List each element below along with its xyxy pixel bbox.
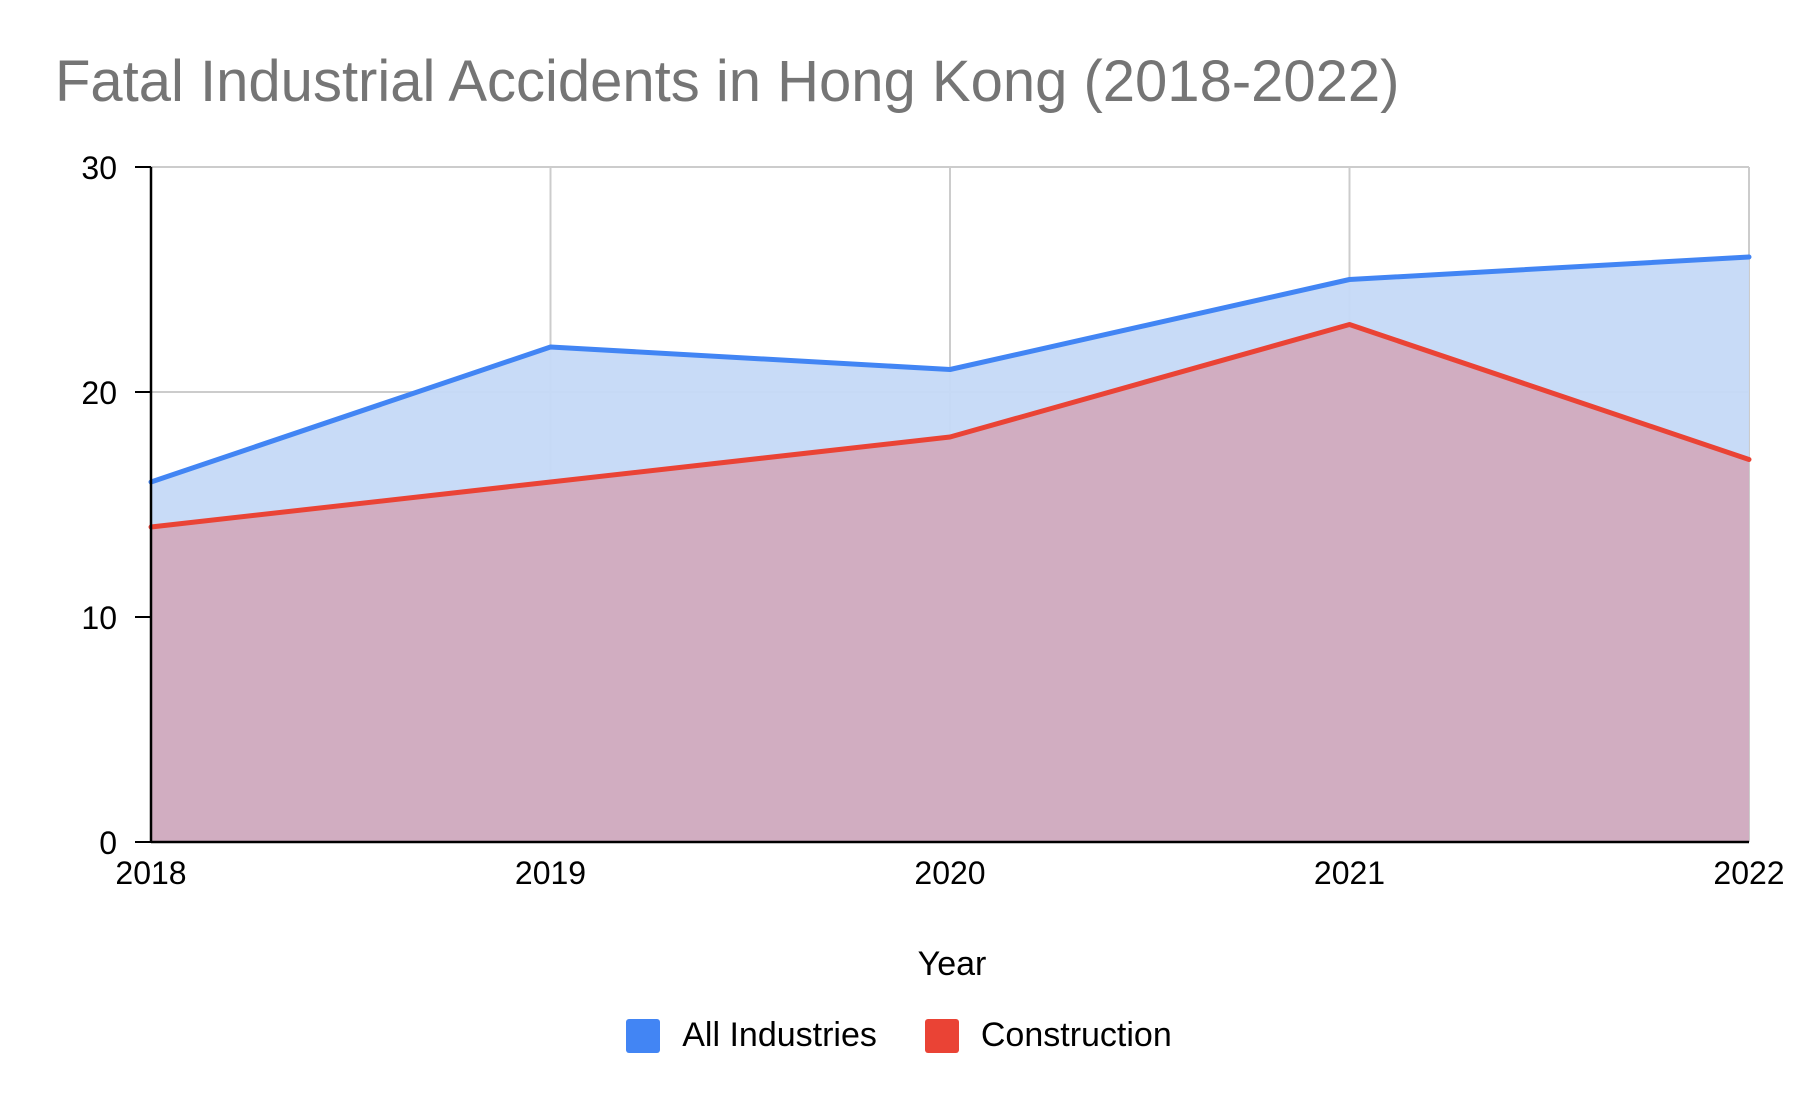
plot-area: 0 10 20 30 2018 2019 2020 2021 2022 Year <box>81 150 1784 983</box>
x-tick-label: 2019 <box>515 855 586 891</box>
legend-swatch-all-industries <box>626 1018 661 1053</box>
legend-item-all-industries[interactable]: All Industries <box>626 1016 877 1055</box>
legend-item-construction[interactable]: Construction <box>924 1016 1172 1055</box>
axes <box>135 166 1749 844</box>
legend-label-construction: Construction <box>980 1016 1172 1054</box>
line-construction <box>148 322 1752 530</box>
legend-label-all-industries: All Industries <box>682 1016 877 1054</box>
y-tick-label: 0 <box>99 825 117 861</box>
y-tick-label: 20 <box>81 375 117 411</box>
x-tick-label: 2021 <box>1314 855 1385 891</box>
tick-labels: 0 10 20 30 2018 2019 2020 2021 2022 <box>81 150 1784 891</box>
line-all-industries <box>148 254 1752 485</box>
x-tick-label: 2020 <box>914 855 985 891</box>
legend-swatch-construction <box>924 1018 959 1053</box>
y-tick-label: 30 <box>81 150 117 186</box>
x-tick-label: 2018 <box>115 855 186 891</box>
y-tick-label: 10 <box>81 600 117 636</box>
series-lines <box>148 254 1752 530</box>
chart-title: Fatal Industrial Accidents in Hong Kong … <box>55 49 1400 114</box>
area-construction <box>151 324 1749 842</box>
x-axis-label: Year <box>918 945 987 983</box>
legend: All Industries Construction <box>0 1016 1798 1055</box>
areas <box>151 257 1749 842</box>
x-tick-label: 2022 <box>1713 855 1784 891</box>
